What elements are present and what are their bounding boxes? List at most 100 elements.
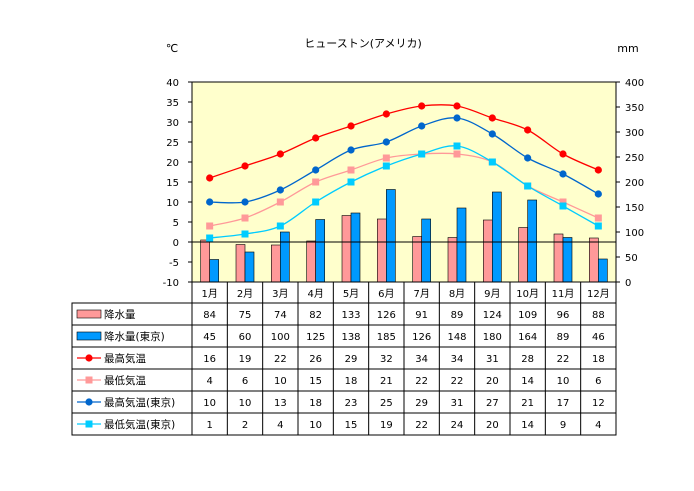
- right-axis-unit: mm: [617, 42, 638, 55]
- legend-label: 最高気温(東京): [104, 396, 175, 409]
- right-axis-tick-label: 300: [625, 128, 644, 139]
- left-axis-tick-label: 30: [166, 118, 179, 129]
- table-cell: 15: [345, 420, 358, 431]
- right-axis-tick-label: 200: [625, 178, 644, 189]
- left-axis-tick-label: 5: [173, 218, 179, 229]
- table-cell: 32: [380, 354, 393, 365]
- table-cell: 60: [239, 332, 252, 343]
- series-point-3: [382, 162, 390, 170]
- series-point-3: [312, 198, 320, 206]
- table-cell: 84: [203, 310, 216, 321]
- table-cell: 126: [412, 332, 431, 343]
- table-cell: 12: [592, 398, 605, 409]
- series-point-0: [418, 102, 426, 110]
- table-cell: 16: [203, 354, 216, 365]
- table-cell: 17: [557, 398, 570, 409]
- series-point-2: [524, 154, 532, 162]
- table-cell: 109: [518, 310, 537, 321]
- table-cell: 2: [242, 420, 248, 431]
- table-cell: 74: [274, 310, 287, 321]
- table-cell: 75: [239, 310, 252, 321]
- bar-precip: [553, 233, 564, 283]
- legend-label: 降水量: [104, 308, 136, 321]
- table-cell: 126: [377, 310, 396, 321]
- month-label: 9月: [484, 288, 500, 300]
- legend-key-marker: [85, 376, 93, 384]
- series-point-3: [276, 222, 284, 230]
- bar-precip-tokyo: [421, 218, 431, 283]
- bar-precip: [518, 227, 528, 283]
- table-cell: 26: [309, 354, 322, 365]
- table-cell: 46: [592, 332, 605, 343]
- series-point-3: [206, 234, 214, 242]
- table-cell: 20: [486, 376, 499, 387]
- series-point-3: [418, 150, 426, 158]
- table-cell: 180: [483, 332, 502, 343]
- table-cell: 10: [309, 420, 322, 431]
- plot-area: 4035302520151050-5-104003503002502001501…: [163, 78, 644, 289]
- series-point-1: [453, 150, 461, 158]
- series-point-2: [453, 114, 461, 122]
- series-point-0: [453, 102, 461, 110]
- month-label: 4月: [307, 288, 323, 300]
- bar-precip: [341, 215, 352, 283]
- left-axis-tick-label: 0: [173, 238, 179, 249]
- series-point-0: [206, 174, 214, 182]
- table-cell: 4: [277, 420, 283, 431]
- legend-key-marker: [85, 398, 93, 406]
- month-label: 7月: [413, 288, 429, 300]
- table-cell: 82: [309, 310, 322, 321]
- legend-key-marker: [85, 354, 93, 362]
- series-point-1: [206, 222, 214, 230]
- table-cell: 28: [521, 354, 534, 365]
- month-label: 12月: [587, 288, 610, 300]
- table-cell: 29: [345, 354, 358, 365]
- chart-title: ヒューストン(アメリカ): [304, 37, 421, 50]
- series-point-0: [312, 134, 320, 142]
- series-point-1: [347, 166, 355, 174]
- series-point-2: [241, 198, 249, 206]
- plot-background: [191, 81, 617, 283]
- bar-precip: [589, 237, 599, 283]
- series-point-0: [276, 150, 284, 158]
- series-point-2: [276, 186, 284, 194]
- table-cell: 185: [377, 332, 396, 343]
- table-cell: 10: [274, 376, 287, 387]
- table-cell: 89: [557, 332, 570, 343]
- bar-precip-tokyo: [598, 258, 608, 283]
- table-cell: 45: [203, 332, 216, 343]
- table-cell: 25: [380, 398, 393, 409]
- series-point-3: [488, 158, 496, 166]
- left-axis-tick-label: 10: [166, 198, 179, 209]
- left-axis-tick-label: 15: [166, 178, 179, 189]
- month-label: 5月: [343, 288, 359, 300]
- table-cell: 9: [560, 420, 566, 431]
- bar-precip-tokyo: [244, 251, 255, 283]
- month-label: 11月: [552, 288, 575, 300]
- right-axis-tick-label: 350: [625, 103, 644, 114]
- bar-precip-tokyo: [209, 259, 219, 283]
- table-cell: 31: [451, 398, 464, 409]
- legend-label: 降水量(東京): [104, 330, 165, 343]
- right-axis-tick-label: 100: [625, 228, 644, 239]
- table-cell: 133: [341, 310, 360, 321]
- bar-precip-tokyo: [386, 189, 396, 283]
- table-cell: 21: [380, 376, 393, 387]
- legend-key-bar: [76, 309, 102, 319]
- series-point-2: [347, 146, 355, 154]
- series-point-2: [418, 122, 426, 130]
- legend-key-bar: [76, 331, 102, 341]
- table-cell: 89: [451, 310, 464, 321]
- table-cell: 20: [486, 420, 499, 431]
- bar-precip-tokyo: [350, 212, 361, 283]
- series-point-0: [241, 162, 249, 170]
- series-point-3: [559, 202, 567, 210]
- table-cell: 148: [447, 332, 466, 343]
- table-cell: 22: [451, 376, 464, 387]
- table-cell: 91: [415, 310, 428, 321]
- series-point-1: [594, 214, 602, 222]
- table-cell: 22: [557, 354, 570, 365]
- bar-precip-tokyo: [456, 207, 467, 283]
- table-cell: 21: [521, 398, 534, 409]
